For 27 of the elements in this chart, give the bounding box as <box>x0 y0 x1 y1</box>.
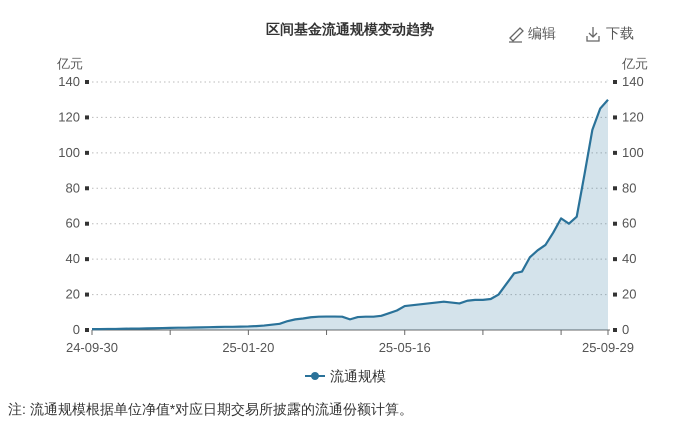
y2-tick-label: 60 <box>622 216 636 231</box>
y-tick-label: 40 <box>66 251 80 266</box>
x-tick-label: 25-09-29 <box>582 340 634 355</box>
text: 编辑 <box>528 25 556 41</box>
y2-tick-label: 100 <box>622 144 644 160</box>
chart-title: 区间基金流通规模变动趋势 <box>266 21 434 37</box>
text: 下载 <box>606 25 634 41</box>
y2-tick-label: 20 <box>622 286 636 302</box>
y2-tick-label: 140 <box>622 74 644 89</box>
y-tick-label: 100 <box>58 144 80 160</box>
text: 注: 流通规模根据单位净值*对应日期交易所披露的流通份额计算。 <box>8 401 414 417</box>
y-tick-label: 60 <box>66 216 80 231</box>
y2-tick-label: 120 <box>622 109 644 124</box>
x-tick-label: 25-01-20 <box>222 340 274 355</box>
y2-tick-label: 80 <box>622 180 636 196</box>
y-axis-title: 亿元 <box>56 56 83 71</box>
x-tick-label: 25-05-16 <box>378 340 431 355</box>
y-tick-label: 20 <box>66 286 80 302</box>
y-tick-label: 0 <box>72 322 80 337</box>
y2-tick-label: 0 <box>622 322 630 337</box>
x-tick-label: 24-09-30 <box>66 340 118 355</box>
y-tick-label: 120 <box>58 109 80 124</box>
legend-label: 流通规模 <box>330 368 386 384</box>
y-tick-label: 80 <box>66 180 80 196</box>
y2-axis-title: 亿元 <box>621 56 648 71</box>
y2-tick-label: 40 <box>622 251 636 266</box>
y-tick-label: 140 <box>58 74 80 89</box>
